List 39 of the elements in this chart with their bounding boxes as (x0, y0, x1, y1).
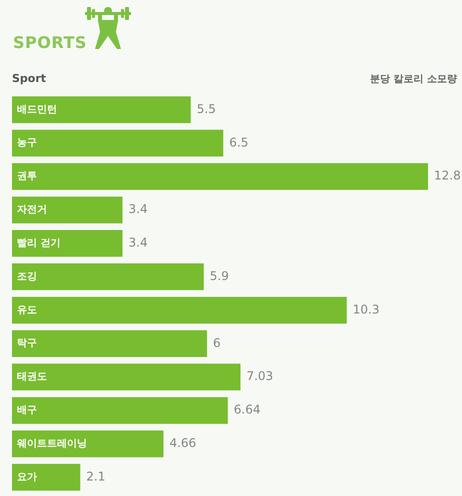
y-tick-label: 태권도 (17, 372, 47, 383)
y-tick-label: 농구 (17, 138, 37, 149)
y-tick-label: 권투 (17, 171, 37, 182)
bar (12, 130, 224, 156)
data-label: 3.4 (128, 202, 148, 216)
bar (12, 263, 204, 290)
y-axis-title: Sport (12, 72, 46, 85)
bar (12, 196, 122, 224)
data-label: 6.64 (234, 402, 261, 417)
bar (12, 230, 122, 257)
data-label: 5.9 (210, 268, 229, 283)
data-label: 12.8 (434, 168, 461, 183)
y-tick-label: 탁구 (17, 338, 37, 350)
bar (12, 96, 191, 124)
chart-title: SPORTS (13, 33, 87, 52)
data-label: 10.3 (352, 302, 380, 316)
y-tick-label: 유도 (17, 304, 37, 316)
data-label: 3.4 (128, 236, 148, 250)
bar (12, 364, 240, 390)
bar (12, 296, 347, 324)
y-tick-label: 배구 (17, 405, 37, 416)
data-label: 6.5 (229, 135, 248, 150)
y-tick-label: 요가 (17, 472, 37, 483)
bar (12, 397, 228, 424)
bar (12, 163, 428, 190)
data-label: 6 (213, 336, 221, 350)
x-axis-title: 분당 칼로리 소모량 (370, 73, 457, 86)
data-label: 4.66 (169, 436, 196, 450)
y-tick-label: 빨리 걷기 (17, 238, 60, 249)
data-label: 5.5 (196, 102, 216, 116)
y-tick-label: 웨이트트레이닝 (17, 438, 87, 450)
y-tick-label: 자전거 (17, 204, 47, 216)
bar (12, 330, 207, 357)
y-tick-label: 배드민턴 (17, 104, 57, 116)
data-label: 7.03 (246, 369, 274, 384)
data-label: 2.1 (86, 469, 106, 484)
y-tick-label: 조깅 (17, 271, 37, 282)
bar (12, 430, 164, 458)
bar (12, 464, 80, 491)
